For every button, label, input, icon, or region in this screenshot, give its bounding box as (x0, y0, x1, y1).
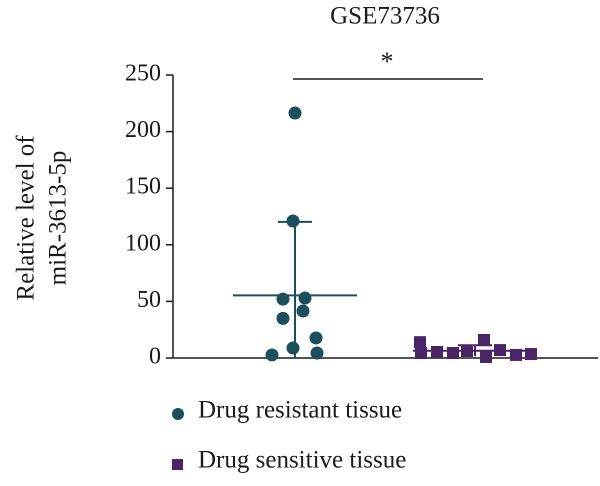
point (310, 346, 324, 360)
legend-label: Drug resistant tissue (198, 397, 402, 424)
y-tick-label: 100 (125, 230, 161, 256)
point (431, 346, 443, 359)
point (414, 336, 426, 349)
y-tick-label: 50 (137, 287, 161, 313)
point (478, 334, 490, 347)
point (298, 291, 312, 305)
point (286, 341, 300, 355)
y-label-line: miR-3613-5p (45, 151, 72, 286)
point (288, 106, 302, 120)
legend-marker (172, 408, 184, 420)
point (276, 311, 290, 325)
legend-marker (172, 459, 183, 470)
legend-label: Drug sensitive tissue (198, 447, 406, 474)
point (309, 331, 323, 345)
point (415, 347, 427, 360)
chart-title: GSE73736 (330, 3, 440, 30)
point (296, 304, 310, 318)
y-label-line: Relative level of (13, 135, 40, 301)
y-tick-label: 150 (125, 174, 161, 200)
y-axis-label: Relative level of miR-3613-5p (13, 135, 72, 301)
point (510, 348, 522, 361)
y-tick-label: 0 (149, 344, 161, 370)
y-tick-label: 200 (125, 117, 161, 143)
point (265, 348, 279, 362)
y-tick-label: 250 (125, 61, 161, 87)
point (447, 347, 459, 360)
point (480, 350, 492, 363)
significance-mark: * (381, 47, 394, 76)
